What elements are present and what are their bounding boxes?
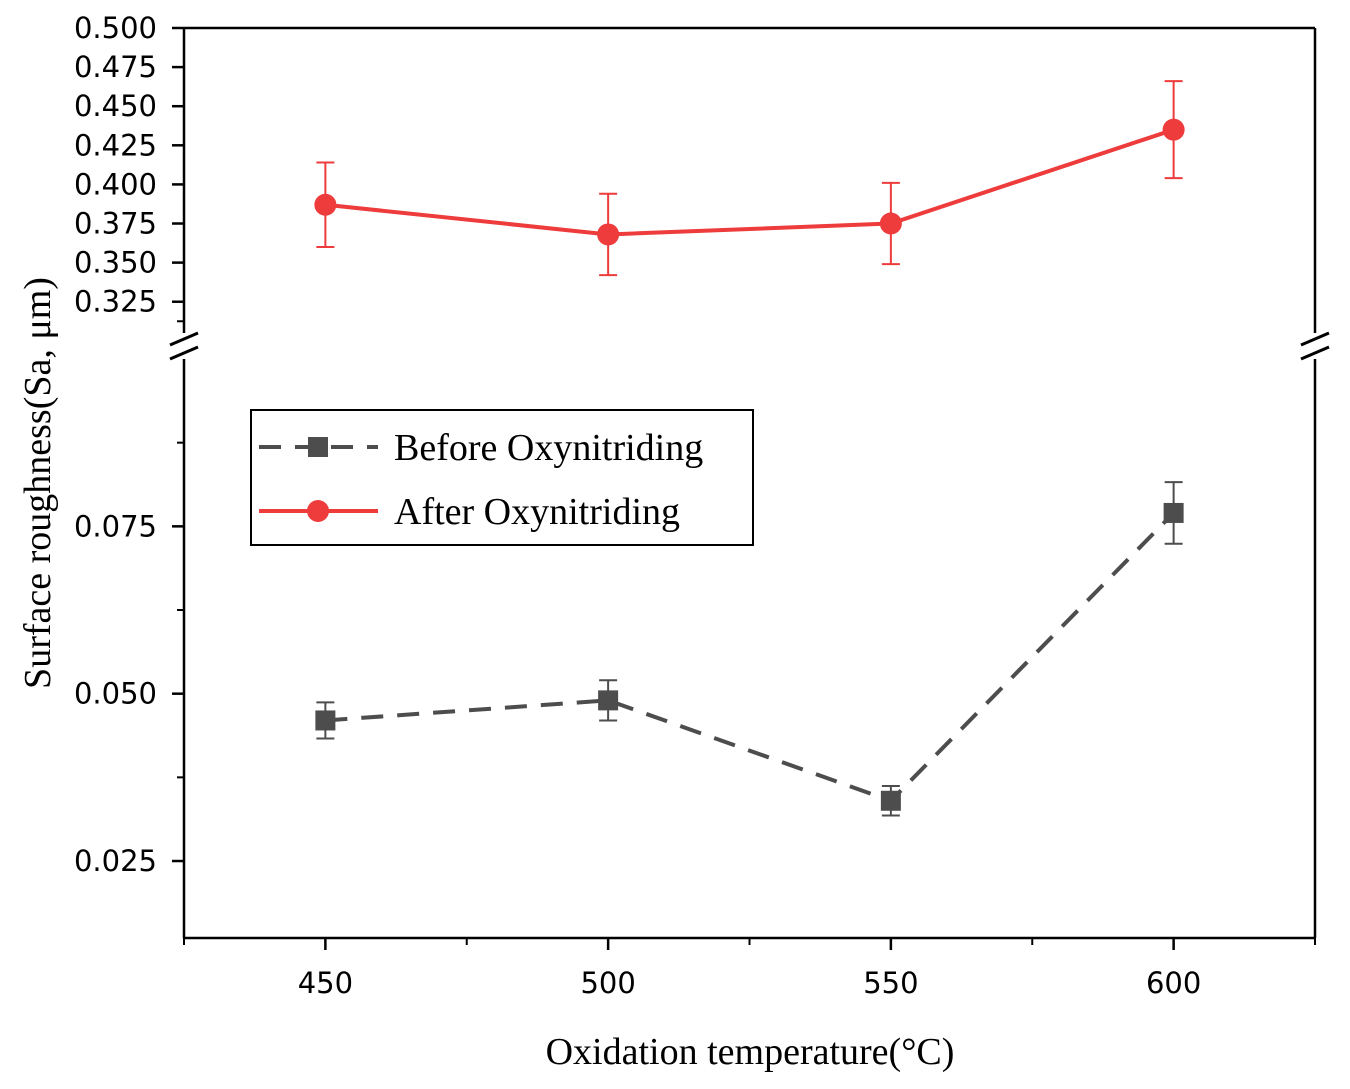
x-tick-label: 600 [1146, 966, 1201, 1000]
y-tick-label: 0.350 [74, 246, 157, 280]
break-mark-right-1 [1300, 331, 1330, 347]
series-1 [315, 481, 1184, 817]
y-tick-label: 0.450 [74, 89, 157, 123]
data-point-circle [879, 212, 902, 235]
legend-item-2: After Oxynitriding [259, 491, 680, 533]
legend-item-1: Before Oxynitriding [259, 427, 703, 469]
x-tick-label: 450 [298, 966, 353, 1000]
legend-box [250, 409, 754, 546]
legend-items: Before Oxynitriding After Oxynitriding [259, 427, 703, 533]
break-mark-left-2 [169, 345, 199, 361]
y-tick-label: 0.075 [74, 509, 157, 543]
series-line [325, 127, 1175, 237]
series-2 [314, 80, 1185, 277]
legend-label: After Oxynitriding [394, 491, 680, 533]
legend: Before Oxynitriding After Oxynitriding [250, 409, 754, 546]
y-axis-ticks: 0.025 0.050 0.075 0.325 0.350 0.375 0.400 0.425… [74, 11, 184, 878]
legend-marker-square [308, 437, 328, 457]
x-tick-label: 500 [580, 966, 635, 1000]
x-tick-label: 550 [863, 966, 918, 1000]
data-point-circle [597, 223, 620, 246]
y-tick-label: 0.400 [74, 167, 157, 201]
break-mark-left-1 [169, 331, 199, 347]
data-point-square [1163, 502, 1184, 523]
y-tick-label: 0.475 [74, 50, 157, 84]
series-line [325, 511, 1176, 804]
y-tick-label: 0.325 [74, 285, 157, 319]
break-mark-right-2 [1300, 345, 1330, 361]
data-point-square [880, 790, 901, 811]
plot-frame [182, 26, 1317, 940]
data-point-square [315, 710, 336, 731]
y-axis-title: Surface roughness(Sa, μm) [17, 277, 59, 689]
data-point-circle [1162, 118, 1185, 141]
y-tick-label: 0.025 [74, 844, 157, 878]
data-point-circle [314, 193, 337, 216]
y-tick-label: 0.050 [74, 677, 157, 711]
series-layer [314, 80, 1185, 817]
y-tick-label: 0.375 [74, 207, 157, 241]
legend-label: Before Oxynitriding [394, 427, 703, 469]
data-point-square [598, 690, 619, 711]
y-tick-label: 0.500 [74, 11, 157, 45]
axis-break-marks [169, 331, 1330, 361]
x-axis-title: Oxidation temperature(°C) [546, 1031, 955, 1073]
y-tick-label: 0.425 [74, 128, 157, 162]
x-axis-ticks: 450 500 550 600 [183, 938, 1316, 1000]
legend-marker-circle [307, 500, 329, 522]
